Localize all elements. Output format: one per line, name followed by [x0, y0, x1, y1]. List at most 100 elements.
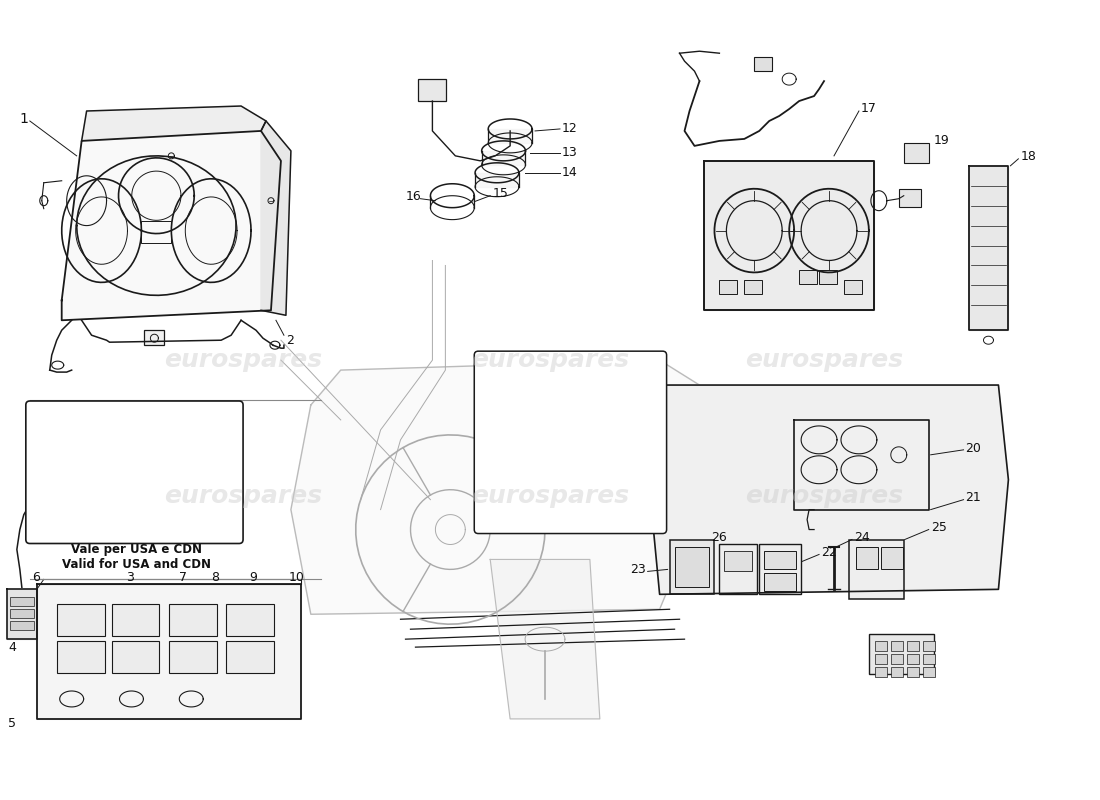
Bar	[719, 545, 757, 594]
Text: eurospares: eurospares	[471, 348, 629, 372]
Polygon shape	[7, 590, 36, 639]
Bar	[169, 604, 217, 636]
Text: eurospares: eurospares	[745, 348, 903, 372]
Polygon shape	[62, 131, 280, 320]
Text: 5: 5	[8, 718, 15, 730]
Text: 2: 2	[286, 334, 294, 346]
Text: 4: 4	[8, 641, 15, 654]
Bar	[869, 634, 934, 674]
Bar	[764, 574, 796, 591]
Bar	[745, 281, 762, 294]
Bar	[874, 641, 887, 651]
Polygon shape	[81, 106, 266, 141]
Bar	[111, 604, 160, 636]
Polygon shape	[77, 413, 136, 494]
Bar	[10, 598, 34, 606]
Text: 8: 8	[211, 571, 219, 584]
Bar	[881, 547, 903, 570]
Polygon shape	[482, 151, 526, 165]
Bar	[891, 667, 903, 677]
Bar	[111, 641, 160, 673]
Text: 8: 8	[179, 448, 187, 462]
Bar	[227, 604, 274, 636]
Text: 16: 16	[406, 190, 421, 203]
Bar	[755, 57, 772, 71]
Text: eurospares: eurospares	[745, 484, 903, 508]
Text: 9: 9	[249, 571, 257, 584]
Bar	[923, 654, 935, 664]
Bar	[874, 654, 887, 664]
Bar	[144, 330, 164, 345]
Bar	[923, 641, 935, 651]
Text: 24: 24	[854, 531, 870, 544]
Polygon shape	[36, 584, 301, 719]
Text: 10: 10	[289, 571, 305, 584]
Bar	[418, 79, 447, 101]
Text: 12: 12	[562, 122, 578, 135]
Bar	[725, 551, 752, 571]
Text: 3: 3	[126, 571, 134, 584]
Bar	[764, 551, 796, 570]
Polygon shape	[704, 161, 873, 310]
Bar	[169, 641, 217, 673]
Bar	[799, 270, 817, 285]
Text: eurospares: eurospares	[164, 348, 322, 372]
Bar	[505, 375, 535, 387]
Bar	[906, 641, 918, 651]
Bar	[57, 604, 104, 636]
Bar	[899, 189, 921, 206]
FancyBboxPatch shape	[25, 401, 243, 543]
Text: 7: 7	[179, 571, 187, 584]
Bar	[91, 410, 121, 425]
Bar	[32, 482, 57, 501]
Text: Vale per USA e CDN: Vale per USA e CDN	[70, 543, 202, 556]
Text: 15: 15	[492, 187, 508, 200]
Bar	[507, 430, 524, 450]
Text: 20: 20	[966, 442, 981, 455]
Text: 11: 11	[582, 431, 597, 444]
Text: Valid for USA and CDN: Valid for USA and CDN	[62, 558, 211, 571]
Text: 22: 22	[821, 546, 837, 559]
Bar	[674, 547, 710, 587]
Bar	[57, 641, 104, 673]
Text: 17: 17	[861, 102, 877, 114]
Text: 18: 18	[1021, 150, 1036, 163]
Bar	[849, 539, 904, 599]
Text: 13: 13	[562, 146, 578, 159]
Bar	[142, 221, 172, 242]
Text: 1: 1	[20, 112, 29, 126]
Polygon shape	[491, 559, 600, 719]
Polygon shape	[650, 385, 1009, 594]
Bar	[10, 610, 34, 618]
Text: 19: 19	[934, 134, 949, 147]
Bar	[759, 545, 801, 594]
Text: 6: 6	[32, 571, 40, 584]
Bar	[923, 667, 935, 677]
Text: eurospares: eurospares	[164, 484, 322, 508]
Bar	[906, 654, 918, 664]
Text: 21: 21	[966, 491, 981, 504]
Text: 26: 26	[712, 531, 727, 544]
Bar	[609, 441, 651, 457]
Bar	[10, 622, 34, 630]
Bar	[227, 641, 274, 673]
Bar	[874, 667, 887, 677]
Bar	[891, 641, 903, 651]
Text: 14: 14	[562, 166, 578, 179]
Bar	[906, 667, 918, 677]
Bar	[719, 281, 737, 294]
Polygon shape	[475, 173, 519, 186]
Bar	[891, 654, 903, 664]
Bar	[904, 143, 928, 163]
Text: 23: 23	[629, 563, 646, 576]
Bar	[844, 281, 862, 294]
Polygon shape	[290, 360, 710, 614]
Bar	[820, 270, 837, 285]
Bar	[77, 425, 136, 494]
Bar	[856, 547, 878, 570]
Polygon shape	[261, 121, 290, 315]
Bar	[670, 539, 714, 594]
Text: 25: 25	[931, 521, 946, 534]
Polygon shape	[968, 166, 1009, 330]
Text: eurospares: eurospares	[471, 484, 629, 508]
